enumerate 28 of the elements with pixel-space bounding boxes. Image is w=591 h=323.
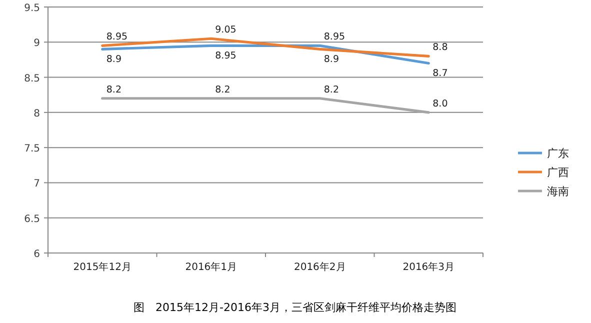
legend-label: 广东: [547, 147, 569, 160]
x-tick-label: 2015年12月: [73, 261, 132, 273]
data-label: 8.95: [324, 32, 346, 43]
y-tick-label: 7: [34, 178, 40, 190]
data-label: 8.8: [432, 42, 448, 54]
x-tick-label: 2016年1月: [185, 261, 238, 273]
y-tick-label: 6.5: [24, 214, 40, 225]
legend-label: 海南: [547, 185, 569, 198]
data-label: 8.2: [215, 84, 230, 96]
data-label: 8.95: [215, 50, 236, 62]
data-label: 9.05: [215, 24, 236, 36]
data-label: 8.9: [106, 54, 122, 66]
x-tick-label: 2016年2月: [294, 261, 346, 273]
legend-label: 广西: [547, 166, 569, 179]
data-label: 8.2: [324, 84, 339, 96]
caption: 图 2015年12月-2016年3月，三省区剑麻干纤维平均价格走势图: [134, 301, 456, 314]
data-label: 8.9: [324, 54, 339, 66]
y-tick-label: 8: [34, 108, 40, 120]
y-tick-label: 6: [34, 249, 40, 260]
data-label: 8.7: [432, 68, 448, 80]
y-tick-label: 9.5: [24, 3, 40, 14]
data-label: 8.95: [106, 32, 128, 43]
y-tick-label: 8.5: [24, 73, 40, 84]
data-label: 8.0: [432, 98, 448, 110]
y-tick-label: 7.5: [24, 144, 40, 155]
x-tick-label: 2016年3月: [402, 261, 455, 273]
y-tick-label: 9: [34, 38, 40, 50]
data-label: 8.2: [106, 84, 122, 96]
